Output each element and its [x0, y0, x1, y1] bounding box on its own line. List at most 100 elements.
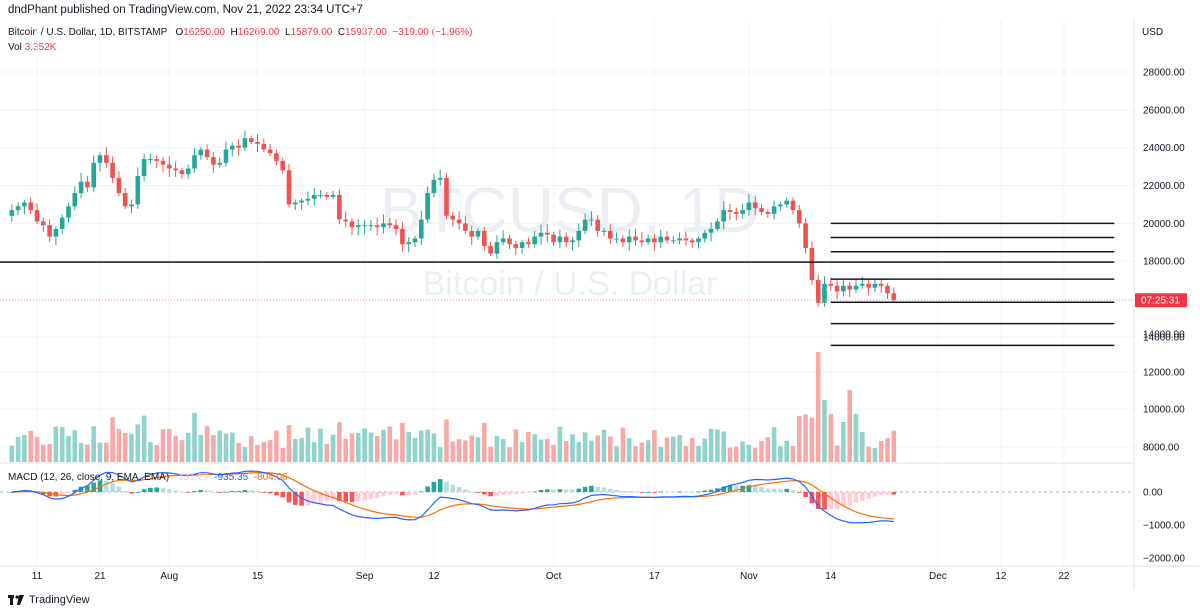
- volume-bar: [412, 437, 418, 462]
- candle-body: [456, 219, 462, 224]
- candle-body: [740, 210, 745, 214]
- volume-bar: [34, 437, 40, 462]
- macd-histogram-bar: [160, 488, 166, 492]
- volume-bar: [633, 446, 638, 462]
- volume-bar: [645, 440, 651, 462]
- volume-bar: [236, 442, 241, 462]
- candle-body: [815, 280, 821, 303]
- volume-bar: [116, 429, 122, 462]
- volume-bar: [721, 431, 726, 462]
- macd-histogram-bar: [834, 492, 840, 509]
- macd-histogram-bar: [387, 492, 393, 496]
- candle-body: [179, 170, 185, 175]
- macd-histogram-bar: [652, 492, 657, 493]
- volume-bar: [41, 444, 46, 462]
- macd-tick-label: 0.00: [1143, 488, 1163, 499]
- candle-body: [204, 149, 210, 158]
- candle-body: [28, 202, 33, 211]
- volume-bar: [185, 432, 191, 462]
- volume-bar: [230, 432, 235, 462]
- volume-bar: [589, 440, 594, 462]
- macd-histogram-bar: [349, 492, 355, 502]
- candle-body: [78, 181, 84, 194]
- macd-histogram-bar: [778, 488, 783, 492]
- macd-histogram-bar: [381, 492, 386, 497]
- macd-histogram-bar: [891, 492, 897, 495]
- symbol-legend: Bitcoin / U.S. Dollar, 1D, BITSTAMP O162…: [8, 27, 472, 38]
- candle-body: [797, 210, 802, 224]
- candle-body: [885, 285, 890, 294]
- candle-body: [160, 160, 166, 165]
- candle-body: [431, 179, 437, 194]
- volume-bar: [305, 427, 311, 462]
- volume-bar: [242, 447, 248, 462]
- candle-body: [167, 164, 172, 169]
- volume-bar: [582, 432, 588, 462]
- candle-body: [318, 194, 323, 196]
- volume-bar: [362, 428, 367, 462]
- volume-bar: [620, 427, 626, 462]
- volume-bar: [475, 437, 481, 462]
- volume-bar: [790, 445, 796, 462]
- macd-histogram-bar: [847, 492, 852, 506]
- volume-bar: [53, 426, 59, 462]
- volume-bar: [261, 441, 267, 462]
- candle-body: [437, 177, 443, 180]
- macd-signal-line: [11, 472, 894, 520]
- macd-histogram-bar: [154, 487, 159, 492]
- current-price-tag: [1135, 293, 1187, 308]
- candle-body: [860, 283, 865, 286]
- volume-bar: [192, 412, 197, 462]
- candle-body: [702, 232, 708, 239]
- volume-bar: [419, 430, 424, 462]
- macd-histogram-bar: [192, 491, 197, 492]
- volume-bar: [255, 444, 260, 462]
- macd-histogram-bar: [122, 490, 128, 492]
- price-tick-label: 14000.00: [1143, 330, 1185, 341]
- candle-body: [280, 160, 285, 171]
- volume-bar: [387, 426, 393, 462]
- candle-body: [9, 210, 15, 216]
- volume-bar: [847, 390, 852, 462]
- volume-bar: [595, 435, 600, 462]
- candle-body: [872, 283, 878, 288]
- volume-bar: [784, 440, 789, 462]
- open-label: O: [175, 27, 184, 38]
- volume-bar: [450, 441, 456, 462]
- horizontal-lines[interactable]: [0, 222, 1134, 347]
- candle-body: [545, 232, 550, 235]
- volume-bar: [28, 430, 33, 462]
- volume-bar: [97, 442, 103, 462]
- macd-histogram-bar: [526, 492, 531, 493]
- macd-histogram-bar: [431, 481, 437, 492]
- candle-body: [847, 285, 852, 290]
- volume-tick-label: 12000.00: [1143, 368, 1185, 379]
- publisher-info: dndPhant published on TradingView.com, N…: [8, 4, 363, 16]
- volume-bar: [381, 429, 386, 462]
- candle-body: [664, 236, 670, 241]
- macd-histogram-bar: [305, 492, 311, 506]
- macd-histogram-bar: [368, 492, 374, 500]
- volume-bar: [853, 414, 859, 462]
- candle-body: [689, 240, 695, 243]
- candle-body: [198, 149, 204, 156]
- macd-histogram-bar: [85, 485, 90, 492]
- candle-body: [450, 215, 456, 220]
- macd-histogram-bar: [828, 492, 834, 510]
- macd-histogram-bar: [797, 492, 802, 493]
- close-label: C: [337, 27, 346, 38]
- macd-histogram-bar: [286, 492, 292, 503]
- candle-body: [822, 283, 827, 303]
- candle-body: [759, 208, 764, 212]
- candle-body: [400, 229, 405, 245]
- candle-body: [286, 170, 292, 205]
- macd-title: MACD (12, 26, close, 9, EMA, EMA): [8, 472, 170, 483]
- macd-histogram-bar: [330, 492, 336, 500]
- volume-bar: [167, 429, 172, 462]
- macd-histogram-bar: [715, 488, 720, 492]
- macd-histogram-bar: [116, 486, 122, 492]
- volume-bar: [22, 435, 27, 462]
- macd-histogram-bar: [374, 492, 380, 498]
- volume-bar: [885, 438, 890, 462]
